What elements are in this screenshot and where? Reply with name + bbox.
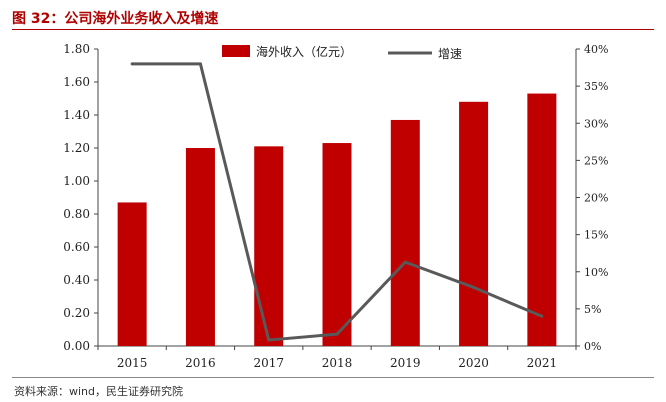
line-point — [335, 332, 339, 336]
figure-title: 图 32：公司海外业务收入及增速 — [12, 11, 219, 27]
bar — [527, 93, 557, 346]
legend-bar-label: 海外收入（亿元） — [256, 44, 352, 59]
left-tick-label: 0.40 — [63, 273, 90, 287]
right-tick-label: 15% — [584, 229, 608, 242]
tick-labels-layer: 0.00 0.20 0.40 0.60 0.80 1.00 1.20 1.40 1.60 1.80… — [63, 42, 608, 370]
line-point — [540, 314, 544, 318]
x-tick-label: 2019 — [390, 356, 421, 370]
bar — [459, 101, 489, 346]
footer-rule — [12, 377, 654, 378]
left-tick-label: 1.80 — [63, 42, 90, 56]
right-tick-label: 10% — [584, 266, 608, 279]
line-point — [267, 338, 271, 342]
left-tick-label: 0.00 — [63, 339, 90, 353]
right-tick-label: 5% — [584, 303, 601, 316]
left-tick-label: 0.20 — [63, 306, 90, 320]
bar — [390, 119, 420, 346]
legend: 海外收入（亿元） 增速 — [222, 44, 462, 61]
left-tick-label: 1.60 — [63, 75, 90, 89]
left-tick-label: 1.00 — [63, 174, 90, 188]
bar — [185, 148, 215, 346]
legend-bar-swatch — [222, 45, 250, 57]
bars-layer — [117, 93, 557, 346]
x-tick-label: 2020 — [458, 356, 489, 370]
source-note: 资料来源：wind，民生证券研究院 — [14, 385, 184, 398]
title-rule — [12, 29, 654, 30]
x-tick-label: 2018 — [322, 356, 353, 370]
line-layer — [130, 62, 544, 342]
x-tick-label: 2015 — [117, 356, 148, 370]
x-tick-label: 2021 — [527, 356, 558, 370]
right-tick-label: 40% — [584, 43, 608, 56]
line-point — [403, 260, 407, 264]
x-tick-label: 2016 — [185, 356, 216, 370]
line-point — [472, 285, 476, 289]
right-tick-label: 35% — [584, 80, 608, 93]
bar — [322, 143, 352, 346]
line-point — [198, 62, 202, 66]
left-tick-label: 0.80 — [63, 207, 90, 221]
left-tick-label: 1.20 — [63, 141, 90, 155]
line-point — [130, 62, 134, 66]
right-tick-label: 30% — [584, 117, 608, 130]
right-tick-label: 0% — [584, 340, 601, 353]
bar — [254, 146, 284, 346]
left-tick-label: 1.40 — [63, 108, 90, 122]
right-tick-label: 25% — [584, 154, 608, 167]
x-tick-label: 2017 — [253, 356, 284, 370]
left-tick-label: 0.60 — [63, 240, 90, 254]
bar — [117, 202, 147, 346]
legend-line-label: 增速 — [438, 47, 462, 61]
right-tick-label: 20% — [584, 192, 608, 205]
